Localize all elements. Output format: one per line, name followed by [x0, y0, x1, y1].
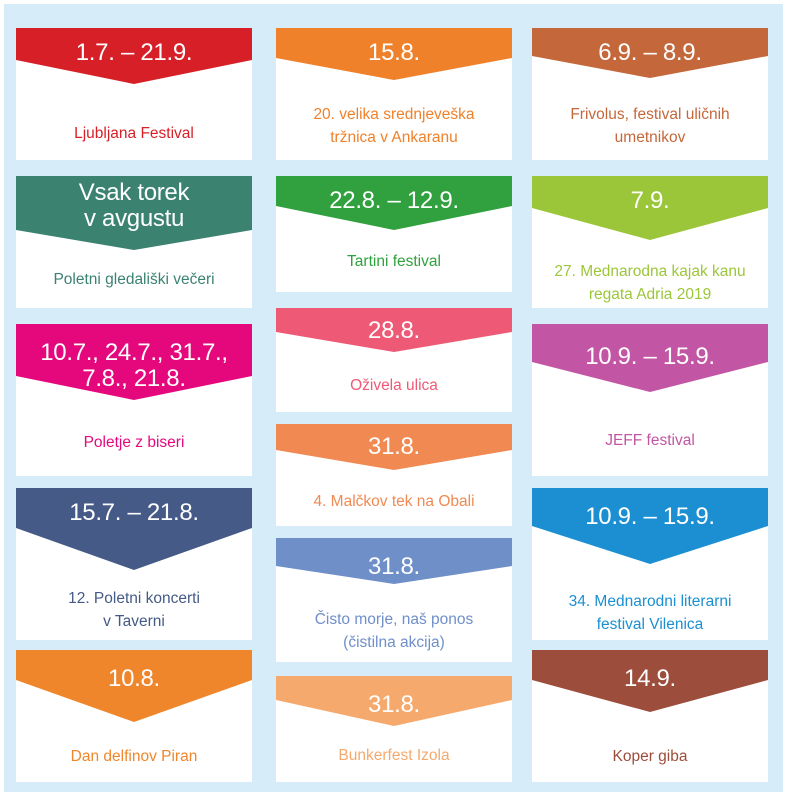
event-card: 22.8. – 12.9. Tartini festival: [276, 176, 512, 292]
event-date: 14.9.: [624, 665, 676, 692]
date-banner-arrow: [532, 176, 768, 240]
date-banner-arrow: [276, 308, 512, 352]
event-title: Poletje z biseri: [83, 434, 185, 451]
event-date: 22.8. – 12.9.: [329, 187, 459, 214]
event-date: 10.9. – 15.9.: [585, 503, 715, 530]
date-banner-arrow: [16, 488, 252, 570]
event-card: 10.9. – 15.9. JEFF festival: [532, 324, 768, 476]
event-card: 10.9. – 15.9. 34. Mednarodni literarni fe…: [532, 488, 768, 640]
event-date: 28.8.: [368, 317, 420, 344]
date-banner-arrow: [16, 650, 252, 722]
date-banner-arrow: [276, 676, 512, 726]
event-title: 27. Mednarodna kajak kanu regata Adria 2…: [554, 263, 746, 303]
event-title: Čisto morje, naš ponos (čistilna akcija): [314, 611, 474, 651]
event-card: 31.8. 4. Malčkov tek na Obali: [276, 424, 512, 526]
event-date: 15.7. – 21.8.: [69, 499, 199, 526]
event-title: Ljubljana Festival: [74, 125, 194, 142]
date-banner-arrow: [532, 650, 768, 712]
date-banner-arrow: [276, 28, 512, 80]
date-banner-arrow: [16, 28, 252, 84]
event-card: 31.8. Bunkerfest Izola: [276, 676, 512, 782]
event-card: 28.8. Oživela ulica: [276, 308, 512, 412]
event-card: 15.7. – 21.8. 12. Poletni koncerti v Tave…: [16, 488, 252, 640]
event-title: Dan delfinov Piran: [70, 748, 198, 765]
date-banner-arrow: [276, 424, 512, 470]
event-card: Vsak torek v avgustu Poletni gledališki v…: [16, 176, 252, 308]
event-card: 10.8. Dan delfinov Piran: [16, 650, 252, 782]
event-date: 7.9.: [630, 187, 670, 214]
date-banner-arrow: [276, 176, 512, 230]
date-banner-arrow: [532, 28, 768, 78]
event-date: 31.8.: [368, 553, 420, 580]
event-date: 1.7. – 21.9.: [75, 39, 193, 66]
event-date: 10.8.: [108, 665, 160, 692]
event-card: 31.8. Čisto morje, naš ponos (čistilna ak…: [276, 538, 512, 662]
date-banner-arrow: [16, 176, 252, 250]
event-title: Oživela ulica: [350, 377, 438, 394]
event-title: Poletni gledališki večeri: [53, 271, 215, 288]
event-date: 15.8.: [368, 39, 420, 66]
event-date: 6.9. – 8.9.: [598, 39, 702, 66]
event-title: 4. Malčkov tek na Obali: [313, 493, 475, 510]
event-title: 34. Mednarodni literarni festival Vileni…: [568, 593, 732, 633]
event-title: 12. Poletni koncerti v Taverni: [68, 590, 200, 630]
event-date: Vsak torek v avgustu: [78, 179, 190, 232]
event-card: 1.7. – 21.9. Ljubljana Festival: [16, 28, 252, 160]
date-banner-arrow: [276, 538, 512, 584]
date-banner-arrow: [16, 324, 252, 400]
event-card: 10.7., 24.7., 31.7., 7.8., 21.8. Poletje …: [16, 324, 252, 476]
event-title: 20. velika srednjeveška tržnica v Ankara…: [313, 106, 475, 146]
event-title: Koper giba: [612, 748, 688, 765]
event-card: 6.9. – 8.9. Frivolus, festival uličnih um…: [532, 28, 768, 160]
event-card: 7.9. 27. Mednarodna kajak kanu regata Adr…: [532, 176, 768, 308]
event-title: Tartini festival: [347, 253, 441, 270]
event-date: 10.9. – 15.9.: [585, 343, 715, 370]
event-date: 10.7., 24.7., 31.7., 7.8., 21.8.: [40, 339, 228, 392]
date-banner-arrow: [532, 488, 768, 564]
event-card: 15.8. 20. velika srednjeveška tržnica v A…: [276, 28, 512, 160]
events-calendar: 1.7. – 21.9. Ljubljana Festival 15.8. 20. v…: [4, 4, 783, 792]
event-card: 14.9. Koper giba: [532, 650, 768, 782]
event-title: Frivolus, festival uličnih umetnikov: [570, 106, 730, 146]
event-date: 31.8.: [368, 433, 420, 460]
event-title: Bunkerfest Izola: [338, 747, 450, 764]
event-date: 31.8.: [368, 691, 420, 718]
date-banner-arrow: [532, 324, 768, 392]
event-title: JEFF festival: [605, 432, 695, 449]
